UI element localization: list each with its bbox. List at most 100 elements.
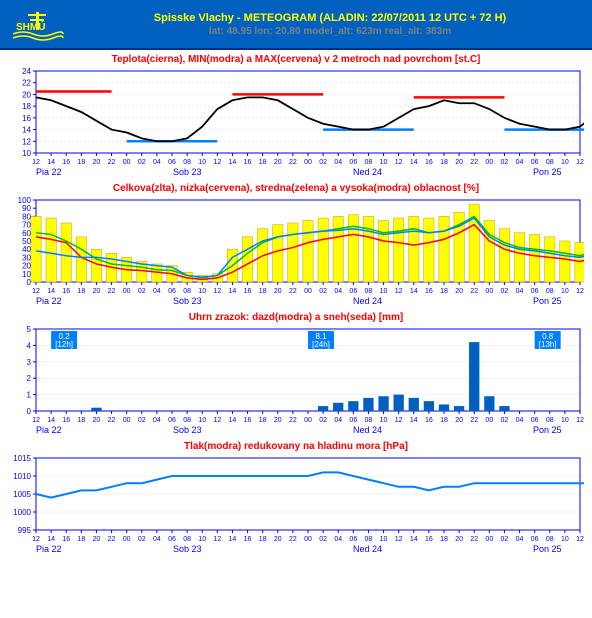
svg-text:22: 22 (108, 536, 116, 543)
svg-text:16: 16 (62, 159, 70, 166)
header-title: Spisske Vlachy - METEOGRAM (ALADIN: 22/0… (76, 12, 584, 24)
svg-text:Pia 22: Pia 22 (36, 167, 62, 177)
svg-text:24: 24 (22, 67, 31, 76)
svg-text:14: 14 (229, 159, 237, 166)
svg-text:18: 18 (259, 159, 267, 166)
svg-text:20: 20 (455, 288, 463, 295)
svg-text:22: 22 (289, 417, 297, 424)
svg-text:20: 20 (93, 417, 101, 424)
svg-text:18: 18 (259, 288, 267, 295)
svg-text:16: 16 (425, 288, 433, 295)
svg-text:20: 20 (455, 536, 463, 543)
svg-text:10: 10 (198, 536, 206, 543)
svg-text:Pon 25: Pon 25 (533, 544, 562, 554)
svg-text:02: 02 (319, 417, 327, 424)
svg-text:08: 08 (183, 288, 191, 295)
precip-panel: Uhrn zrazok: dazd(modra) a sneh(seda) [m… (0, 308, 592, 437)
svg-text:20: 20 (93, 288, 101, 295)
svg-text:22: 22 (22, 79, 31, 88)
svg-text:18: 18 (77, 159, 85, 166)
svg-text:14: 14 (229, 288, 237, 295)
svg-text:10: 10 (561, 536, 569, 543)
svg-text:06: 06 (168, 417, 176, 424)
svg-text:16: 16 (62, 288, 70, 295)
header-text: Spisske Vlachy - METEOGRAM (ALADIN: 22/0… (76, 12, 584, 37)
svg-text:12: 12 (32, 159, 40, 166)
svg-text:02: 02 (138, 536, 146, 543)
svg-text:20: 20 (455, 159, 463, 166)
svg-text:14: 14 (410, 288, 418, 295)
svg-text:[24h]: [24h] (312, 340, 330, 349)
svg-text:06: 06 (168, 159, 176, 166)
svg-text:06: 06 (349, 536, 357, 543)
svg-text:14: 14 (47, 536, 55, 543)
svg-text:08: 08 (546, 288, 554, 295)
svg-text:00: 00 (123, 536, 131, 543)
svg-text:04: 04 (334, 288, 342, 295)
svg-text:12: 12 (32, 417, 40, 424)
svg-text:08: 08 (183, 417, 191, 424)
svg-text:10: 10 (380, 417, 388, 424)
svg-text:04: 04 (153, 159, 161, 166)
svg-text:12: 12 (576, 159, 584, 166)
svg-text:20: 20 (274, 288, 282, 295)
svg-text:08: 08 (365, 288, 373, 295)
svg-text:06: 06 (168, 536, 176, 543)
precip-title: Uhrn zrazok: dazd(modra) a sneh(seda) [m… (6, 312, 586, 323)
svg-text:22: 22 (289, 159, 297, 166)
svg-text:18: 18 (440, 159, 448, 166)
svg-text:14: 14 (47, 159, 55, 166)
svg-text:14: 14 (410, 536, 418, 543)
svg-text:20: 20 (274, 159, 282, 166)
svg-text:08: 08 (546, 417, 554, 424)
svg-text:22: 22 (108, 417, 116, 424)
svg-text:0: 0 (27, 407, 32, 416)
svg-text:02: 02 (319, 536, 327, 543)
svg-text:06: 06 (349, 159, 357, 166)
svg-text:14: 14 (47, 417, 55, 424)
svg-text:18: 18 (259, 536, 267, 543)
svg-text:16: 16 (22, 114, 31, 123)
svg-text:14: 14 (229, 417, 237, 424)
svg-text:5: 5 (27, 325, 32, 334)
svg-text:02: 02 (138, 288, 146, 295)
header-subtitle: lat: 48.95 lon: 20.80 model_alt: 623m re… (76, 26, 584, 37)
svg-text:16: 16 (244, 417, 252, 424)
svg-text:Pia 22: Pia 22 (36, 544, 62, 554)
svg-text:16: 16 (425, 536, 433, 543)
svg-text:20: 20 (455, 417, 463, 424)
svg-text:02: 02 (319, 288, 327, 295)
svg-text:Ned 24: Ned 24 (353, 296, 382, 306)
pressure-panel: Tlak(modra) redukovany na hladinu mora [… (0, 437, 592, 556)
svg-text:06: 06 (531, 536, 539, 543)
svg-text:06: 06 (531, 288, 539, 295)
svg-text:04: 04 (516, 159, 524, 166)
svg-text:14: 14 (22, 126, 31, 135)
svg-text:04: 04 (516, 288, 524, 295)
svg-text:60: 60 (22, 229, 31, 238)
svg-text:04: 04 (334, 536, 342, 543)
svg-text:18: 18 (77, 288, 85, 295)
svg-text:10: 10 (22, 149, 31, 158)
svg-text:02: 02 (138, 417, 146, 424)
svg-text:1005: 1005 (13, 490, 31, 499)
svg-text:14: 14 (229, 536, 237, 543)
svg-text:00: 00 (304, 417, 312, 424)
svg-text:22: 22 (470, 159, 478, 166)
svg-text:12: 12 (395, 288, 403, 295)
svg-text:22: 22 (470, 536, 478, 543)
svg-text:10: 10 (380, 536, 388, 543)
svg-text:Ned 24: Ned 24 (353, 425, 382, 435)
svg-text:40: 40 (22, 245, 31, 254)
svg-text:00: 00 (485, 288, 493, 295)
svg-text:04: 04 (334, 159, 342, 166)
pressure-chart: 9951000100510101015121416182022000204060… (8, 454, 584, 554)
svg-text:10: 10 (198, 417, 206, 424)
svg-text:08: 08 (365, 159, 373, 166)
svg-text:Ned 24: Ned 24 (353, 167, 382, 177)
svg-text:20: 20 (22, 262, 31, 271)
svg-text:00: 00 (304, 159, 312, 166)
svg-text:08: 08 (546, 159, 554, 166)
svg-text:20: 20 (22, 90, 31, 99)
svg-text:04: 04 (153, 288, 161, 295)
